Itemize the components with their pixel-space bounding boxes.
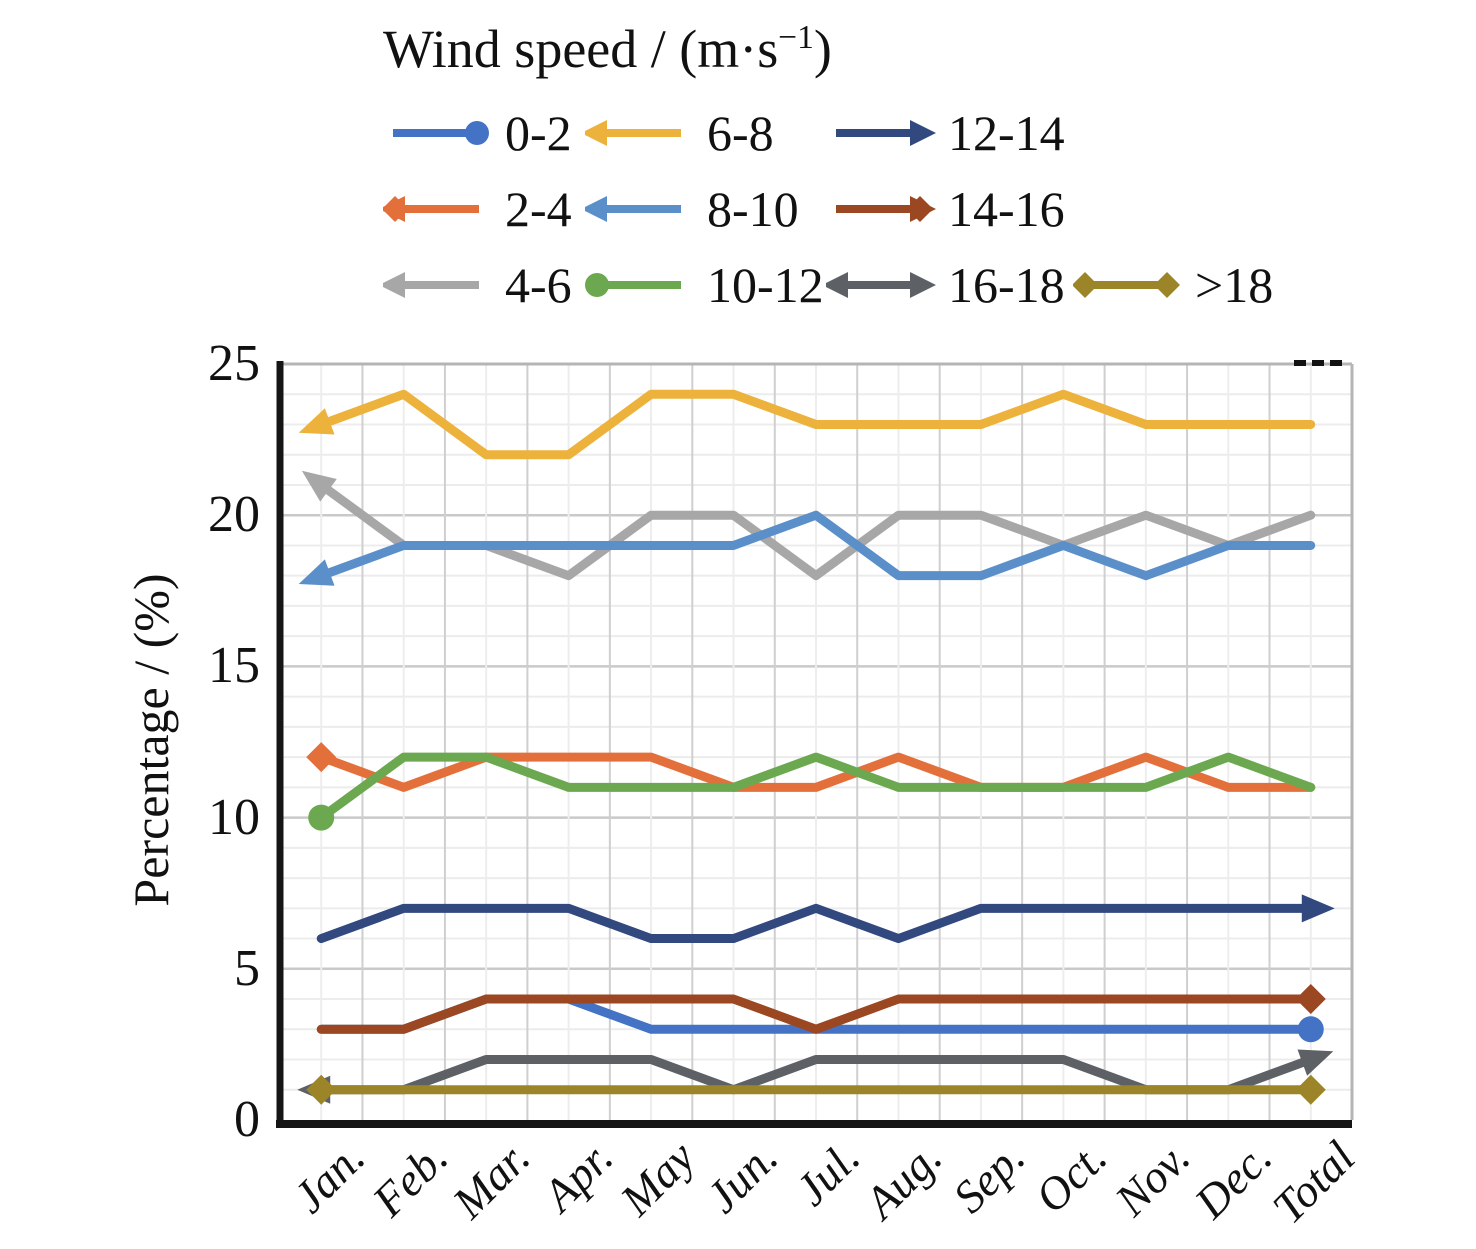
series-line-14-16	[316, 994, 1316, 1034]
axis-spines	[276, 361, 1354, 1128]
legend-label-10-12: 10-12	[707, 257, 824, 313]
legend-glyph-8-10-arrow	[585, 196, 681, 222]
legend-glyph-10-12-circle	[585, 273, 681, 297]
legend-label-8-10: 8-10	[707, 181, 799, 237]
legend-glyph-6-8-arrow	[585, 120, 681, 146]
y-tick-label-25: 25	[208, 335, 260, 392]
legend-glyph-16-18-double-arrow	[826, 272, 936, 298]
legend-label-0-2: 0-2	[505, 105, 572, 161]
top-right-dash-marks	[1294, 360, 1342, 366]
legend-title: Wind speed / (m·s−1)	[383, 18, 832, 80]
legend-glyph-4-6-arrow	[383, 272, 479, 298]
legend-glyph-14-16-arrow-diamond	[836, 196, 936, 222]
series-line-10-12	[316, 752, 1316, 823]
legend-label-4-6: 4-6	[505, 257, 572, 313]
series-14-16	[316, 984, 1326, 1034]
series-10-12	[308, 752, 1316, 831]
legend-item-gt18: >18	[1073, 256, 1273, 314]
series-line-6-8	[316, 389, 1316, 460]
legend-item-2-4: 2-4	[383, 180, 572, 238]
y-tick-label-0: 0	[234, 1091, 260, 1148]
legend-label-2-4: 2-4	[505, 181, 572, 237]
legend-title-text: Wind speed / (m·s	[383, 19, 779, 79]
legend-glyph-2-4-arrow-diamond	[383, 196, 479, 222]
legend-item-10-12: 10-12	[585, 256, 824, 314]
legend-glyph-gt18-double-diamond	[1073, 272, 1180, 298]
legend-item-4-6: 4-6	[383, 256, 572, 314]
legend-row-3: 4-6 10-12 16-18 >18	[0, 256, 1476, 314]
legend-row-1: 0-2 6-8 12-14	[0, 104, 1476, 162]
legend-item-0-2: 0-2	[383, 104, 572, 162]
legend-label-12-14: 12-14	[948, 105, 1065, 161]
y-tick-label-15: 15	[208, 637, 260, 695]
legend-item-16-18: 16-18	[826, 256, 1065, 314]
legend-label-16-18: 16-18	[948, 257, 1065, 313]
legend-item-8-10: 8-10	[585, 180, 799, 238]
gridlines	[279, 362, 1353, 1120]
legend-item-14-16: 14-16	[826, 180, 1065, 238]
series-6-8	[298, 389, 1316, 460]
legend-row-2: 2-4 8-10 14-16	[0, 180, 1476, 238]
legend-title-close: )	[813, 19, 832, 79]
series->18	[306, 1074, 1326, 1105]
legend-glyph-0-2-line-circle	[393, 121, 489, 145]
y-tick-label-10: 10	[208, 788, 260, 846]
series-12-14	[316, 894, 1335, 944]
series-line-8-10	[316, 510, 1316, 581]
series-line-12-14	[316, 903, 1316, 944]
y-tick-label-5: 5	[234, 939, 260, 997]
series-8-10	[298, 510, 1316, 586]
legend-item-6-8: 6-8	[585, 104, 774, 162]
legend-label-6-8: 6-8	[707, 105, 774, 161]
y-tick-label-20: 20	[208, 486, 260, 544]
legend-glyph-12-14-arrow	[836, 120, 936, 146]
legend-title-superscript: −1	[778, 19, 814, 56]
legend-item-12-14: 12-14	[826, 104, 1065, 162]
legend-label-14-16: 14-16	[948, 181, 1065, 237]
legend-label-gt18: >18	[1195, 257, 1274, 313]
